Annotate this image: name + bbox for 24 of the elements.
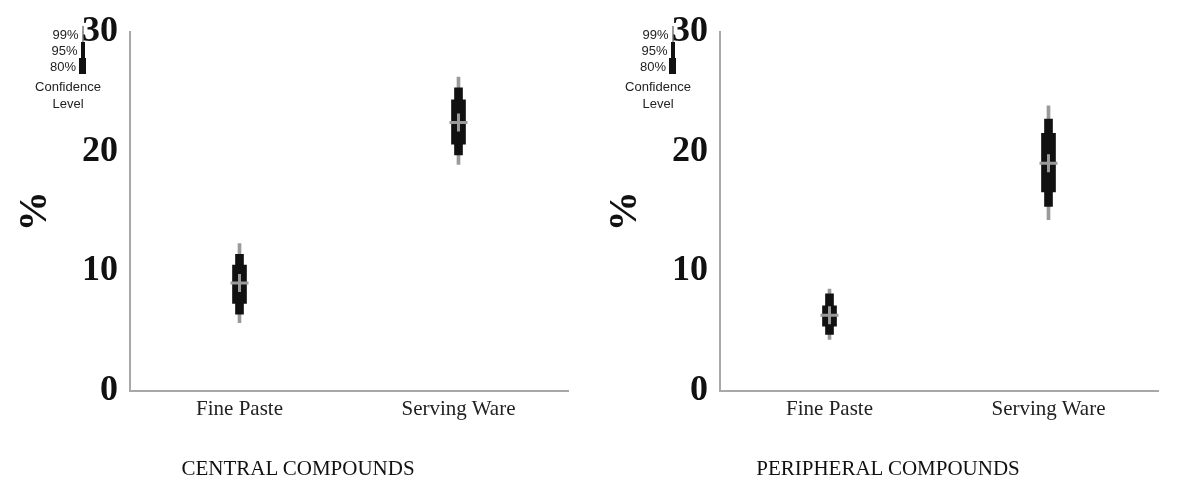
legend-title: Confidence Level	[624, 78, 692, 112]
legend-label: 99%	[52, 26, 79, 42]
y-tick-label: 10	[82, 248, 118, 289]
legend-label: 80%	[639, 58, 667, 74]
legend-title: Confidence Level	[34, 78, 102, 112]
legend-label: 95%	[641, 42, 668, 58]
y-tick-label: 30	[672, 8, 708, 49]
x-tick-label: Fine Paste	[786, 395, 873, 420]
legend-label: 99%	[642, 26, 669, 42]
text: PERIPHERAL COMPOUNDS	[755, 456, 1021, 481]
y-tick-label: 20	[82, 128, 118, 169]
y-tick-label: 20	[672, 128, 708, 169]
y-axis-title: %	[600, 191, 646, 232]
y-tick-label: 0	[690, 368, 708, 409]
x-tick-label: Fine Paste	[196, 395, 283, 420]
x-tick-label: Serving Ware	[401, 395, 516, 420]
y-tick-label: 30	[82, 8, 118, 49]
legend-label: 95%	[51, 42, 78, 58]
y-tick-label: 10	[672, 248, 708, 289]
legend-label: 80%	[49, 58, 77, 74]
y-axis-title: %	[10, 191, 56, 232]
y-tick-label: 0	[100, 368, 118, 409]
x-tick-label: Serving Ware	[991, 395, 1106, 420]
text: CENTRAL COMPOUNDS	[180, 456, 416, 481]
